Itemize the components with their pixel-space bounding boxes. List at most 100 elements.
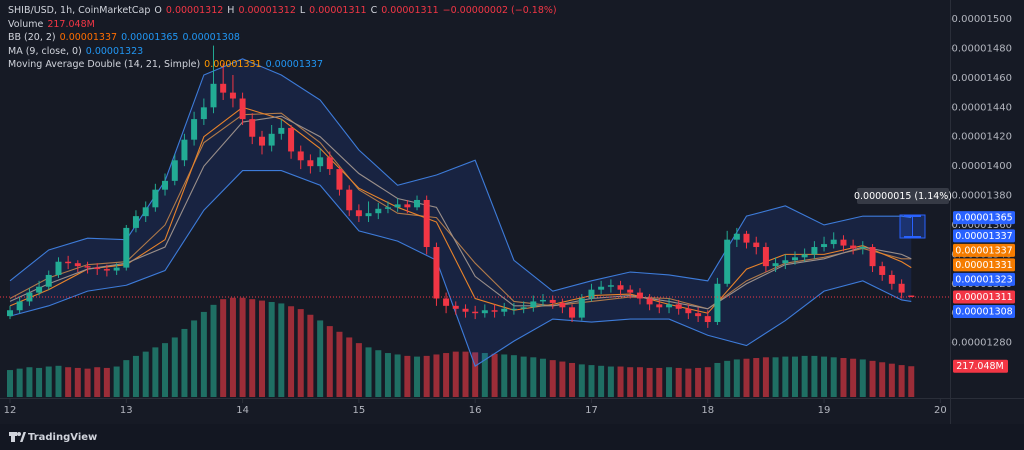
price-tag-label: 0.00001337 xyxy=(955,245,1012,256)
candle-body xyxy=(152,189,159,208)
candle-body xyxy=(94,267,101,270)
candle-body xyxy=(821,244,828,248)
volume-bar xyxy=(811,355,818,397)
price-tag xyxy=(953,211,1015,225)
candle-body xyxy=(7,310,14,317)
candle-body xyxy=(636,292,643,299)
volume-bar xyxy=(840,358,847,397)
candle-body xyxy=(414,199,421,208)
volume-bar xyxy=(481,353,488,397)
volume-bar xyxy=(123,360,130,397)
price-tag xyxy=(953,290,1015,304)
measure-tool xyxy=(857,188,949,239)
volume-bar xyxy=(607,366,614,397)
legend-text: 217.048M xyxy=(47,18,95,30)
legend-text: MA (9, close, 0) xyxy=(8,45,82,57)
volume-bar xyxy=(753,358,760,397)
candle-body xyxy=(772,263,779,267)
volume-bar xyxy=(743,358,750,397)
volume-bar xyxy=(210,304,217,397)
candle-body xyxy=(365,213,372,217)
volume-bar xyxy=(714,362,721,397)
volume-bar xyxy=(782,356,789,397)
legend-text: 0.00001312 xyxy=(238,5,296,16)
candle-body xyxy=(743,233,750,243)
volume-bar xyxy=(181,328,188,397)
volume-bar xyxy=(879,362,886,397)
volume-bar xyxy=(36,367,43,397)
volume-bar xyxy=(220,299,227,397)
volume-bar xyxy=(627,367,634,397)
candle-body xyxy=(433,247,440,299)
price-tag-label: 0.00001311 xyxy=(955,292,1012,303)
indicator-line xyxy=(9,170,912,367)
candle-body xyxy=(336,169,343,190)
candle-body xyxy=(36,286,43,293)
candle-body xyxy=(443,298,450,306)
legend-row: Volume 217.048M xyxy=(8,18,561,32)
candle-body xyxy=(307,160,314,167)
x-tick-label: 14 xyxy=(236,405,249,416)
candle-body xyxy=(753,242,760,248)
candle-body xyxy=(695,313,702,317)
candle-body xyxy=(685,308,692,314)
candle-body xyxy=(627,289,634,293)
legend-text: 0.00001365 xyxy=(121,32,179,44)
volume-bar xyxy=(762,357,769,397)
volume-bar xyxy=(384,353,391,397)
candle-body xyxy=(278,127,285,134)
candle-body xyxy=(559,302,566,308)
legend-text: 0.00001312 xyxy=(165,5,224,16)
price-tag xyxy=(953,243,1015,257)
volume-bar xyxy=(297,309,304,397)
volume-bar xyxy=(695,367,702,397)
volume-bar xyxy=(103,367,110,397)
candle-body xyxy=(84,266,91,268)
legend-text: 0.00001308 xyxy=(182,32,240,44)
y-tick-label: 0.00001460 xyxy=(952,73,1012,84)
volume-bar xyxy=(132,355,139,397)
candle-body xyxy=(317,157,324,167)
candle-body xyxy=(801,254,808,258)
candle-body xyxy=(26,292,33,302)
candle-body xyxy=(704,316,711,323)
candle-body xyxy=(501,308,508,312)
volume-bar xyxy=(162,343,169,397)
legend-text: BB (20, 2) xyxy=(8,32,56,44)
candle-body xyxy=(142,207,149,217)
x-tick-label: 16 xyxy=(469,405,482,416)
volume-bar xyxy=(801,355,808,397)
volume-bar xyxy=(636,367,643,397)
price-tag-label: 0.00001331 xyxy=(955,260,1012,271)
volume-bar xyxy=(16,368,23,397)
candle-body xyxy=(481,310,488,314)
candle-body xyxy=(171,160,178,181)
volume-bar xyxy=(443,353,450,397)
volume-tag xyxy=(953,359,1008,373)
candle-body xyxy=(210,83,217,108)
volume-bar xyxy=(908,366,915,397)
candle-body xyxy=(249,119,256,137)
candle-body xyxy=(888,274,895,284)
x-tick-label: 18 xyxy=(701,405,714,416)
candle-body xyxy=(65,261,72,264)
volume-bar xyxy=(268,302,275,397)
price-tag-label: 0.00001308 xyxy=(955,307,1012,318)
candle-body xyxy=(452,305,459,309)
volume-bar xyxy=(423,355,430,397)
volume-bar xyxy=(588,365,595,397)
price-tag xyxy=(953,258,1015,272)
volume-bar xyxy=(239,297,246,397)
x-tick-label: 15 xyxy=(353,405,366,416)
volume-bar xyxy=(45,366,52,397)
legend-row: Moving Average Double (14, 21, Simple) 0.… xyxy=(8,58,561,72)
candle-body xyxy=(404,204,411,208)
volume-bar xyxy=(462,351,469,397)
volume-bar xyxy=(501,354,508,397)
legend-text: H xyxy=(227,5,235,16)
volume-bar xyxy=(171,337,178,397)
candle-body xyxy=(879,266,886,275)
footer xyxy=(0,424,1024,450)
volume-bar xyxy=(520,356,527,397)
